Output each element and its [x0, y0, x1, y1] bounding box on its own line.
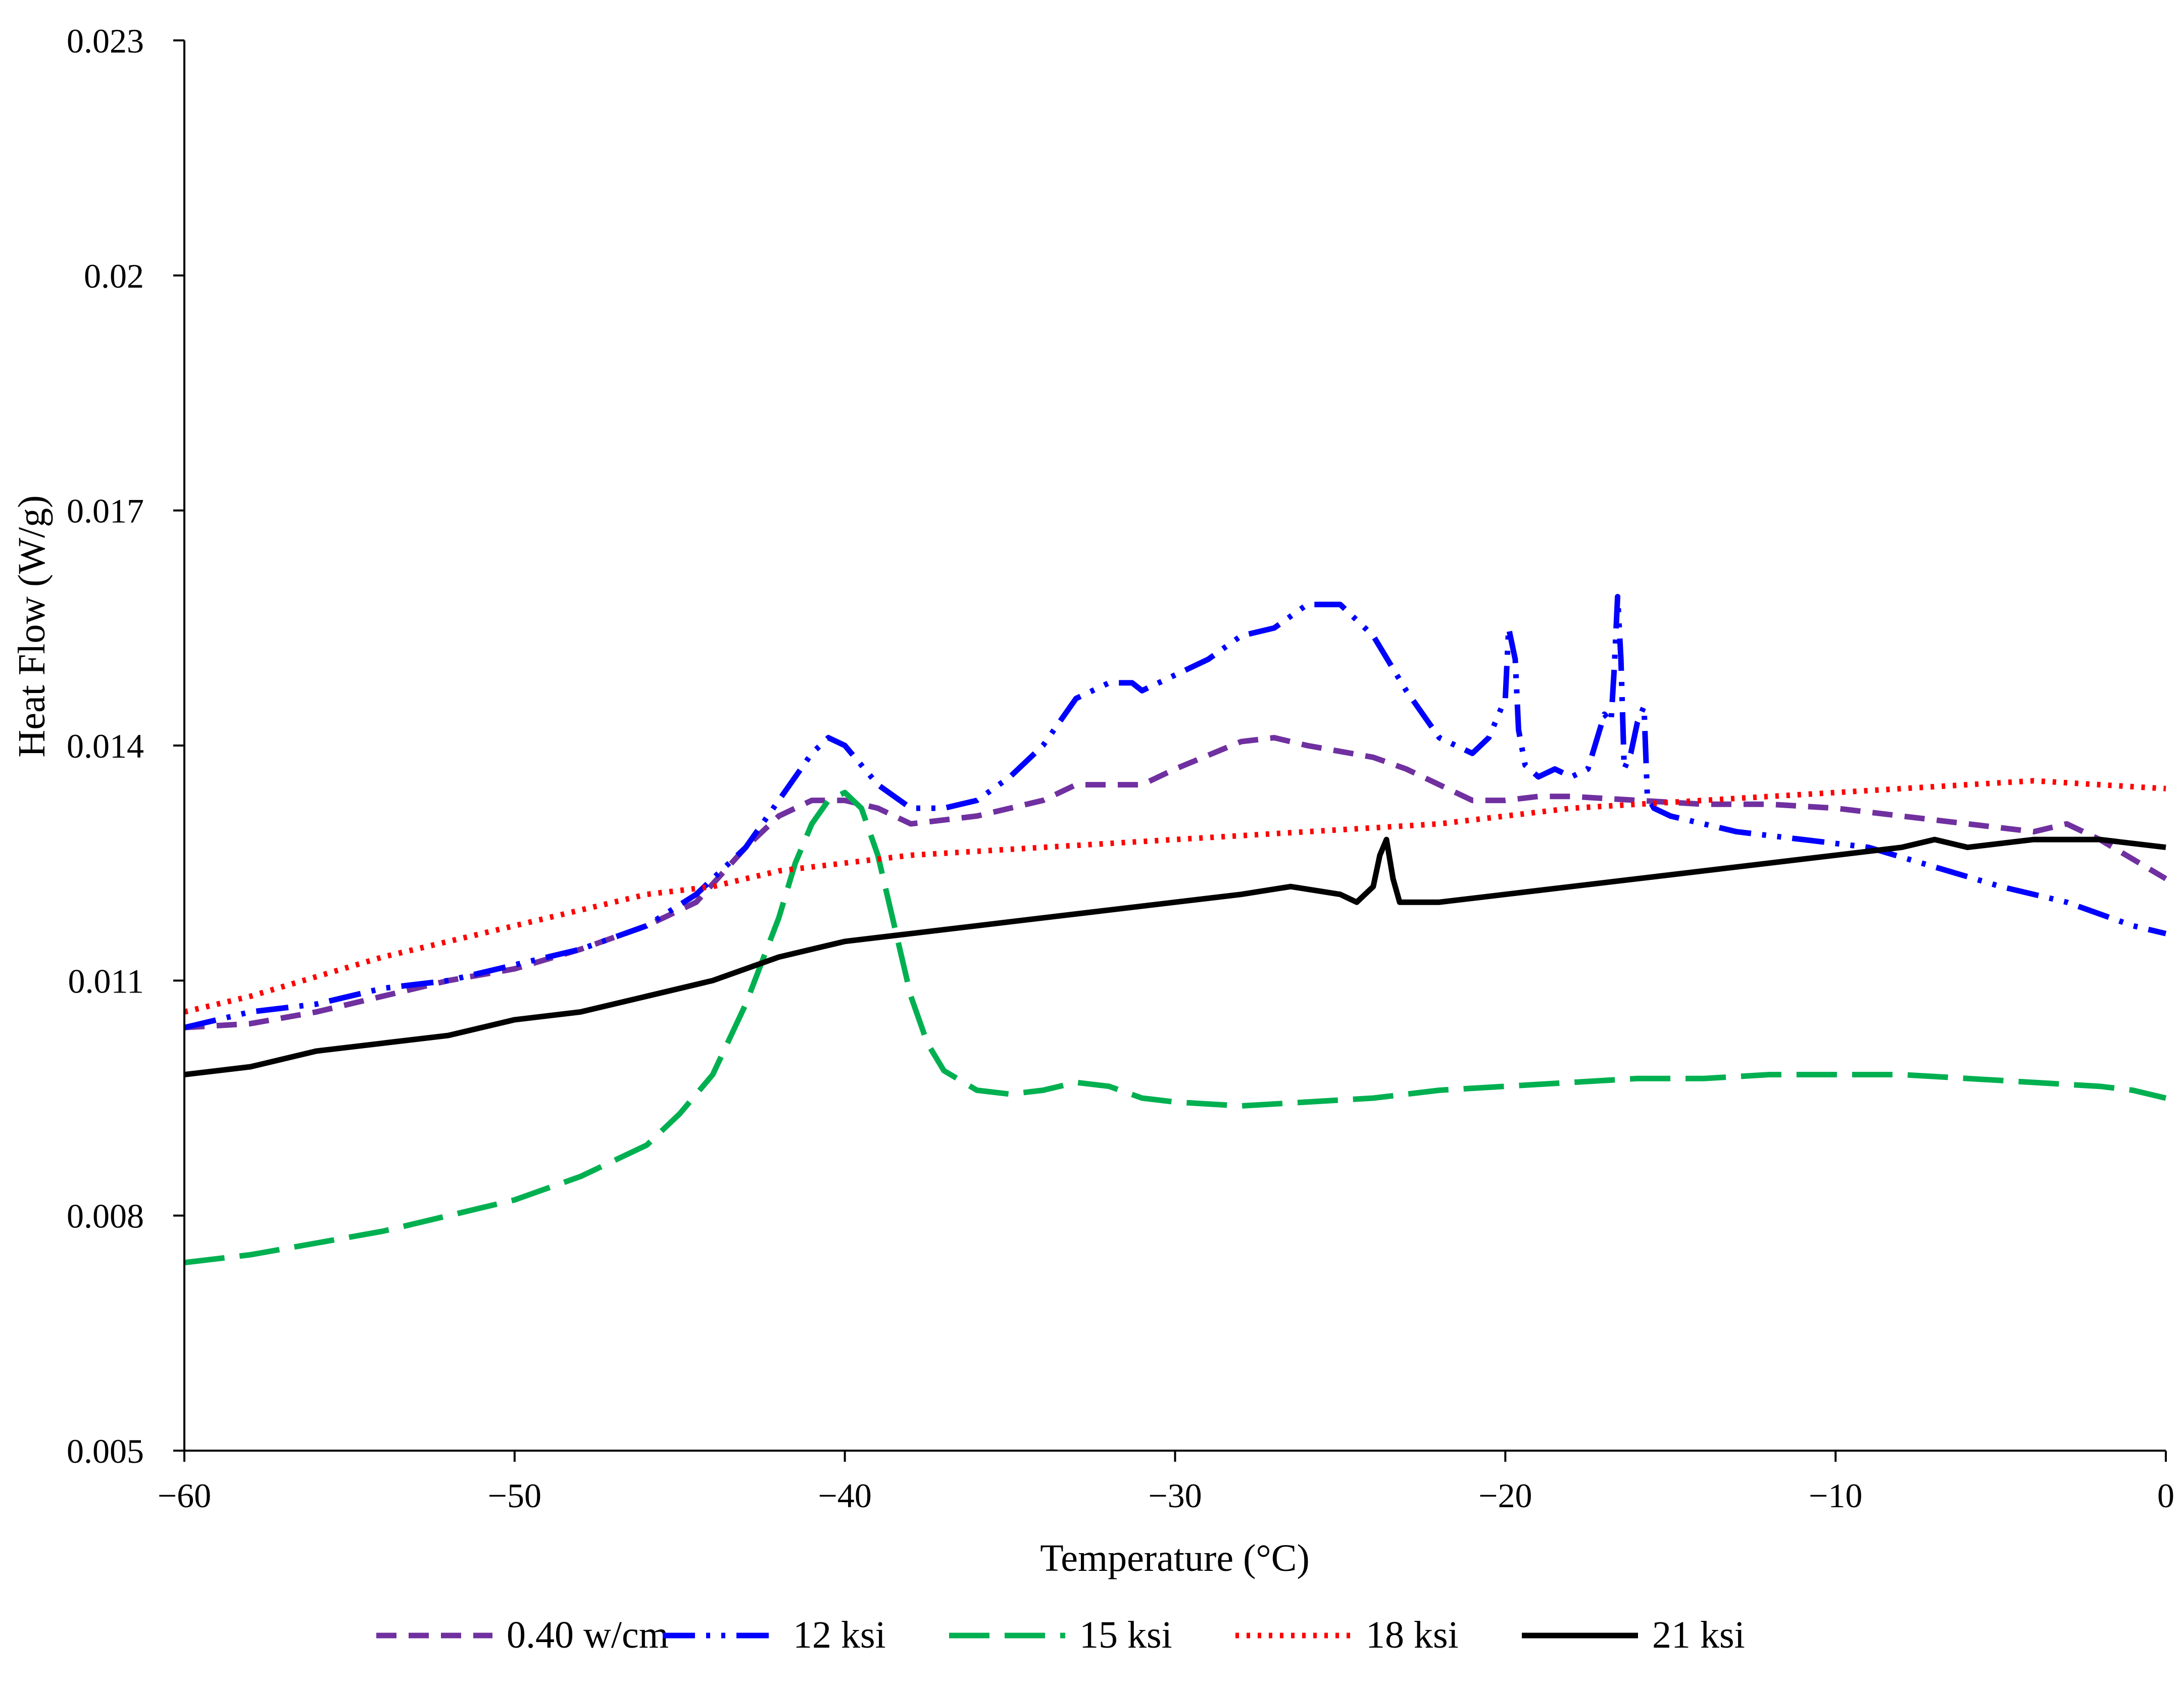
y-tick-label: 0.014 — [67, 727, 144, 765]
axes: 0.005 0.008 0.011 0.014 0.017 0.02 0.023 −60 −50… — [67, 22, 2174, 1515]
y-tick-label: 0.02 — [84, 257, 144, 295]
plot-area — [183, 593, 2167, 1266]
legend-label-1: 0.40 w/cm — [507, 1614, 669, 1656]
legend-label-4: 18 ksi — [1366, 1614, 1459, 1656]
y-tick-label: 0.008 — [67, 1197, 144, 1235]
legend: 0.40 w/cm 12 ksi 15 ksi 18 ksi 21 ksi — [376, 1614, 1745, 1656]
series-line-5 — [184, 836, 2166, 1077]
x-axis-title: Temperature (°C) — [1040, 1537, 1310, 1579]
y-tick-label: 0.017 — [67, 492, 144, 530]
y-tick-label: 0.011 — [68, 962, 144, 1000]
series-line-1 — [184, 735, 2167, 1030]
x-tick-label: −60 — [158, 1476, 211, 1515]
y-tick-label: 0.005 — [67, 1432, 144, 1470]
x-tick-label: 0 — [2157, 1476, 2174, 1515]
x-tick-label: −40 — [818, 1476, 871, 1515]
legend-label-3: 15 ksi — [1079, 1614, 1172, 1656]
x-tick-label: −50 — [488, 1476, 541, 1515]
series-line-2 — [183, 593, 2167, 1030]
legend-label-2: 12 ksi — [793, 1614, 886, 1656]
x-tick-label: −30 — [1148, 1476, 1202, 1515]
y-axis-title: Heat Flow (W/g) — [11, 495, 53, 757]
x-tick-label: −20 — [1478, 1476, 1532, 1515]
legend-label-5: 21 ksi — [1652, 1614, 1745, 1656]
x-tick-label: −10 — [1809, 1476, 1862, 1515]
y-tick-label: 0.023 — [67, 22, 144, 60]
series-line-3 — [184, 789, 2167, 1266]
